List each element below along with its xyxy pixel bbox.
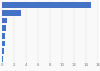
Bar — [2, 56, 3, 62]
Bar — [2, 18, 6, 23]
Bar — [2, 33, 5, 39]
Bar — [2, 10, 21, 16]
Bar — [2, 48, 4, 54]
Bar — [2, 25, 6, 31]
Bar — [2, 41, 5, 46]
Bar — [2, 2, 91, 8]
